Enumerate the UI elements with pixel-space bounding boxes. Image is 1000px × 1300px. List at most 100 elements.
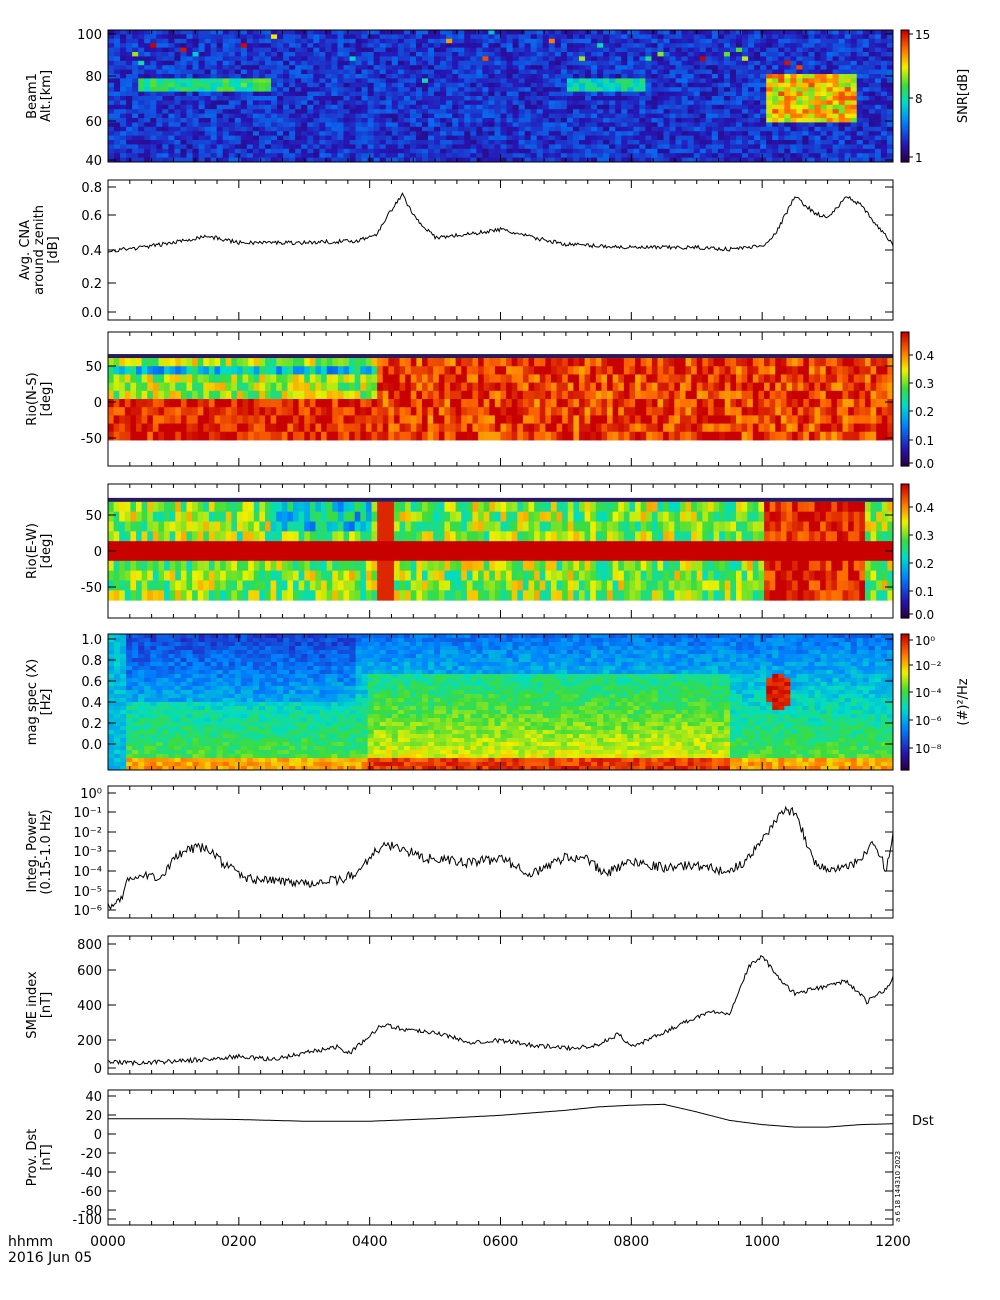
beam1-cell bbox=[760, 60, 767, 66]
beam1-cell bbox=[240, 65, 248, 71]
beam1-cell bbox=[234, 74, 242, 79]
beam1-cell bbox=[681, 30, 689, 35]
beam1-cell bbox=[554, 43, 562, 49]
beam1-cell bbox=[331, 52, 338, 57]
beam1-cell bbox=[651, 56, 658, 62]
beam1-cell bbox=[343, 148, 351, 154]
beam1-cell bbox=[645, 126, 652, 132]
beam1-cell bbox=[494, 113, 501, 119]
beam1-cell bbox=[518, 78, 526, 84]
beam1-cell bbox=[283, 69, 290, 75]
beam1-cell bbox=[615, 30, 622, 35]
beam1-cell bbox=[536, 118, 544, 123]
beam1-cell bbox=[373, 82, 381, 88]
beam1-cell bbox=[132, 87, 139, 93]
beam1-cell bbox=[615, 144, 622, 150]
rio_ns-cell bbox=[438, 423, 445, 433]
rio_ns-cell bbox=[141, 358, 148, 367]
beam1-cell bbox=[669, 91, 677, 97]
beam1-cell bbox=[403, 69, 411, 75]
beam1-cell bbox=[144, 126, 151, 132]
beam1-cell bbox=[548, 122, 556, 128]
beam1-cell bbox=[222, 140, 230, 145]
beam1-cell bbox=[766, 126, 773, 132]
beam1-cell bbox=[210, 104, 218, 110]
rio_ns-cell bbox=[438, 374, 445, 384]
beam1-cell bbox=[180, 82, 187, 88]
beam1-cell bbox=[838, 157, 846, 163]
beam1-cell bbox=[234, 118, 242, 123]
beam1-cell bbox=[277, 74, 284, 79]
beam1-cell bbox=[615, 118, 622, 123]
beam1-cell bbox=[699, 157, 707, 163]
rio_ns-cell bbox=[147, 407, 154, 416]
beam1-cell bbox=[711, 96, 719, 101]
rio_ns-cell bbox=[388, 374, 395, 384]
beam1-cell bbox=[621, 74, 628, 79]
beam1-cell bbox=[494, 131, 501, 137]
beam1-cell bbox=[494, 126, 501, 132]
rio_ns-cell bbox=[203, 399, 210, 408]
rio_ns-cell bbox=[208, 390, 216, 400]
beam1-cell bbox=[693, 109, 701, 115]
beam1-cell bbox=[114, 69, 121, 75]
beam1-cell bbox=[482, 69, 489, 75]
beam1-cell bbox=[331, 157, 338, 163]
beam1-cell bbox=[506, 52, 514, 57]
beam1-cell bbox=[880, 52, 888, 57]
beam1-cell bbox=[361, 153, 369, 159]
beam1-cell bbox=[488, 153, 495, 159]
rio_ns-cell bbox=[287, 407, 294, 416]
rio_ns-cell bbox=[276, 407, 283, 416]
beam1-cell bbox=[609, 113, 616, 119]
beam1-cell bbox=[754, 91, 761, 97]
beam1-cell bbox=[693, 100, 701, 106]
rio_ns-cell bbox=[517, 399, 524, 408]
beam1-cell bbox=[844, 109, 852, 115]
rio_ns-cell bbox=[494, 399, 501, 408]
beam1-cell bbox=[548, 153, 556, 159]
beam1-cell bbox=[252, 148, 260, 154]
beam1-cell bbox=[458, 82, 465, 88]
beam1-cell bbox=[403, 82, 411, 88]
beam1-colorbar-cell bbox=[901, 45, 909, 49]
rio_ns-cell bbox=[500, 390, 507, 400]
beam1-cell bbox=[150, 104, 157, 110]
beam1-cell bbox=[120, 47, 127, 53]
rio_ns-cell bbox=[483, 407, 490, 416]
beam1-cell bbox=[108, 87, 115, 93]
beam1-cell bbox=[180, 56, 187, 62]
beam1-cell bbox=[271, 60, 278, 66]
rio_ns-cell bbox=[141, 431, 148, 441]
beam1-cell bbox=[760, 140, 767, 145]
beam1-cell bbox=[222, 153, 230, 159]
beam1-cell bbox=[723, 60, 731, 66]
beam1-cell bbox=[228, 47, 236, 53]
beam1-cell bbox=[192, 82, 200, 88]
beam1-cell bbox=[470, 34, 477, 40]
beam1-cell bbox=[373, 113, 381, 119]
beam1-cell bbox=[754, 34, 761, 40]
rio_ns-cell bbox=[450, 374, 457, 384]
beam1-cell bbox=[838, 153, 846, 159]
beam1-cell bbox=[337, 96, 344, 101]
rio_ns-cell bbox=[562, 423, 569, 433]
beam1-cell bbox=[862, 104, 870, 110]
beam1-cell bbox=[198, 78, 206, 84]
rio_ns-cell bbox=[517, 407, 524, 416]
beam1-cell bbox=[651, 91, 658, 97]
beam1-cell bbox=[331, 126, 338, 132]
beam1-cell bbox=[518, 109, 526, 115]
beam1-cell bbox=[397, 144, 405, 150]
beam1-cell bbox=[760, 144, 767, 150]
beam1-cell bbox=[524, 100, 532, 106]
beam1-cell bbox=[778, 74, 785, 79]
beam1-cell bbox=[748, 157, 755, 163]
rio_ns-cell bbox=[393, 407, 401, 416]
beam1-cell bbox=[198, 118, 206, 123]
rio_ns-cell bbox=[304, 366, 311, 375]
beam1-cell bbox=[512, 118, 520, 123]
beam1-colorbar-frame bbox=[900, 29, 910, 163]
beam1-cell bbox=[500, 118, 508, 123]
beam1-cell bbox=[271, 144, 278, 150]
